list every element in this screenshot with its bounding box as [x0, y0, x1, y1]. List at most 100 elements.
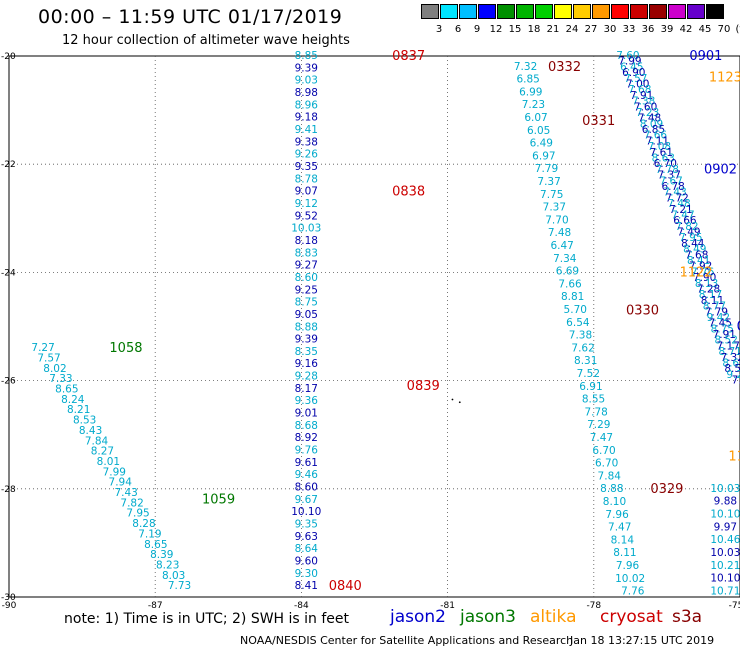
swh-value: 6.45 [620, 61, 643, 73]
x-tick-label: -84 [294, 601, 309, 611]
swh-value: 9.46 [295, 469, 319, 481]
swh-value: 7.34 [553, 253, 577, 265]
swh-value: 8.17 [295, 383, 318, 395]
swh-value: 7.68 [628, 84, 651, 96]
scale-label: 6 [454, 24, 462, 35]
swh-value: 9.63 [295, 531, 318, 543]
swh-value: 9.25 [295, 284, 318, 296]
scale-label: 33 [622, 24, 636, 35]
swh-value: 7.48 [548, 227, 571, 239]
legend-altika: altika [530, 607, 577, 627]
pass-time-label: 0329 [650, 482, 683, 497]
swh-value: 8.11 [613, 547, 636, 559]
scale-swatch [573, 4, 591, 19]
swh-value: 7.99 [103, 466, 126, 478]
scale-label: 30 [603, 24, 617, 35]
swh-value: 10.21 [710, 560, 740, 572]
swh-value: 7.32 [720, 352, 740, 364]
swh-value: 8.88 [295, 321, 318, 333]
pass-time-label: 1122 [680, 265, 713, 280]
island-mark [458, 401, 461, 404]
pass-time-label: 0838 [392, 184, 425, 199]
swh-value: 7.76 [691, 266, 715, 278]
island-mark [451, 398, 454, 401]
scale-swatch [706, 4, 724, 19]
x-tick-label: -75 [729, 601, 740, 611]
swh-value: 10.02 [615, 573, 645, 585]
scale-swatch [668, 4, 686, 19]
swh-value: 8.49 [683, 244, 706, 256]
scale-label: 18 [527, 24, 541, 35]
swh-value: 8.55 [724, 363, 740, 375]
swh-value: 6.66 [673, 215, 697, 227]
swh-value: 7.08 [648, 141, 671, 153]
swh-value: 8.35 [295, 346, 318, 358]
swh-value: 9.26 [295, 149, 319, 161]
scale-label: 15 [508, 24, 522, 35]
swh-value: 9.41 [295, 124, 318, 136]
pass-time-label: 1058 [109, 341, 142, 356]
swh-value: 8.41 [295, 580, 318, 592]
swh-value: 9.16 [295, 358, 319, 370]
scale-label: 3 [435, 24, 443, 35]
swh-value: 9.01 [295, 408, 318, 420]
footnote: note: 1) Time is in UTC; 2) SWH is in fe… [64, 611, 350, 627]
scale-swatch [687, 4, 705, 19]
swh-value: 7.96 [605, 509, 629, 521]
scale-label: 70 [717, 24, 731, 35]
swh-value: 8.41 [687, 255, 710, 267]
y-tick-label: -24 [1, 268, 16, 278]
swh-value: 8.88 [600, 483, 623, 495]
pass-time-label: 1123 [709, 71, 740, 86]
swh-value: 8.28 [132, 518, 155, 530]
generation-timestamp: Jan 18 13:27:15 UTC 2019 [570, 634, 715, 647]
swh-value: 6.70 [654, 158, 677, 170]
swh-value: 10.03 [710, 483, 740, 495]
swh-value: 6.70 [595, 458, 618, 470]
swh-value: 9.97 [714, 521, 737, 533]
swh-value: 9.36 [295, 395, 319, 407]
swh-value: 6.05 [527, 125, 550, 137]
swh-value: 8.17 [699, 289, 722, 301]
y-tick-label: -20 [1, 52, 16, 62]
scale-label: 21 [546, 24, 560, 35]
swh-value: 9.88 [714, 496, 737, 508]
swh-value: 7.78 [656, 164, 679, 176]
swh-value: 7.00 [626, 78, 649, 90]
swh-value: 6.49 [530, 138, 553, 150]
pass-time-label: 0839 [407, 379, 440, 394]
swh-value: 8.09 [640, 118, 663, 130]
x-tick-label: -78 [586, 601, 601, 611]
y-tick-label: -22 [1, 160, 16, 170]
scale-label: 45 [698, 24, 712, 35]
swh-value: 6.97 [532, 150, 555, 162]
swh-value: 7.61 [650, 147, 673, 159]
swh-value: 7.27 [31, 342, 54, 354]
swh-value: 9.42 [707, 312, 730, 324]
x-tick-label: -81 [440, 601, 455, 611]
legend-jason2: jason2 [390, 607, 446, 627]
swh-value: 8.98 [295, 87, 318, 99]
swh-value: 8.43 [79, 425, 102, 437]
swh-value: 8.65 [144, 539, 167, 551]
swh-value: 7.62 [571, 342, 594, 354]
swh-value: 7.90 [693, 272, 716, 284]
pass-time-label: 0902 [704, 163, 737, 178]
swh-value: 8.64 [295, 543, 319, 555]
swh-value: 9.12 [295, 198, 318, 210]
swh-value: 7.48 [667, 198, 690, 210]
map-title: 00:00 – 11:59 UTC 01/17/2019 [38, 6, 343, 28]
scale-swatch [421, 4, 439, 19]
swh-value: 8.03 [162, 570, 185, 582]
swh-value: 8.27 [91, 446, 114, 458]
swh-value: 10.03 [291, 223, 321, 235]
swh-value: 7.68 [685, 249, 708, 261]
swh-value: 8.75 [295, 297, 318, 309]
swh-value: 7.23 [636, 107, 659, 119]
swh-value: 8.02 [43, 363, 66, 375]
legend-s3a: s3a [672, 607, 703, 627]
swh-value: 6.99 [519, 86, 542, 98]
swh-value: 7.45 [709, 318, 732, 330]
scale-swatch [649, 4, 667, 19]
